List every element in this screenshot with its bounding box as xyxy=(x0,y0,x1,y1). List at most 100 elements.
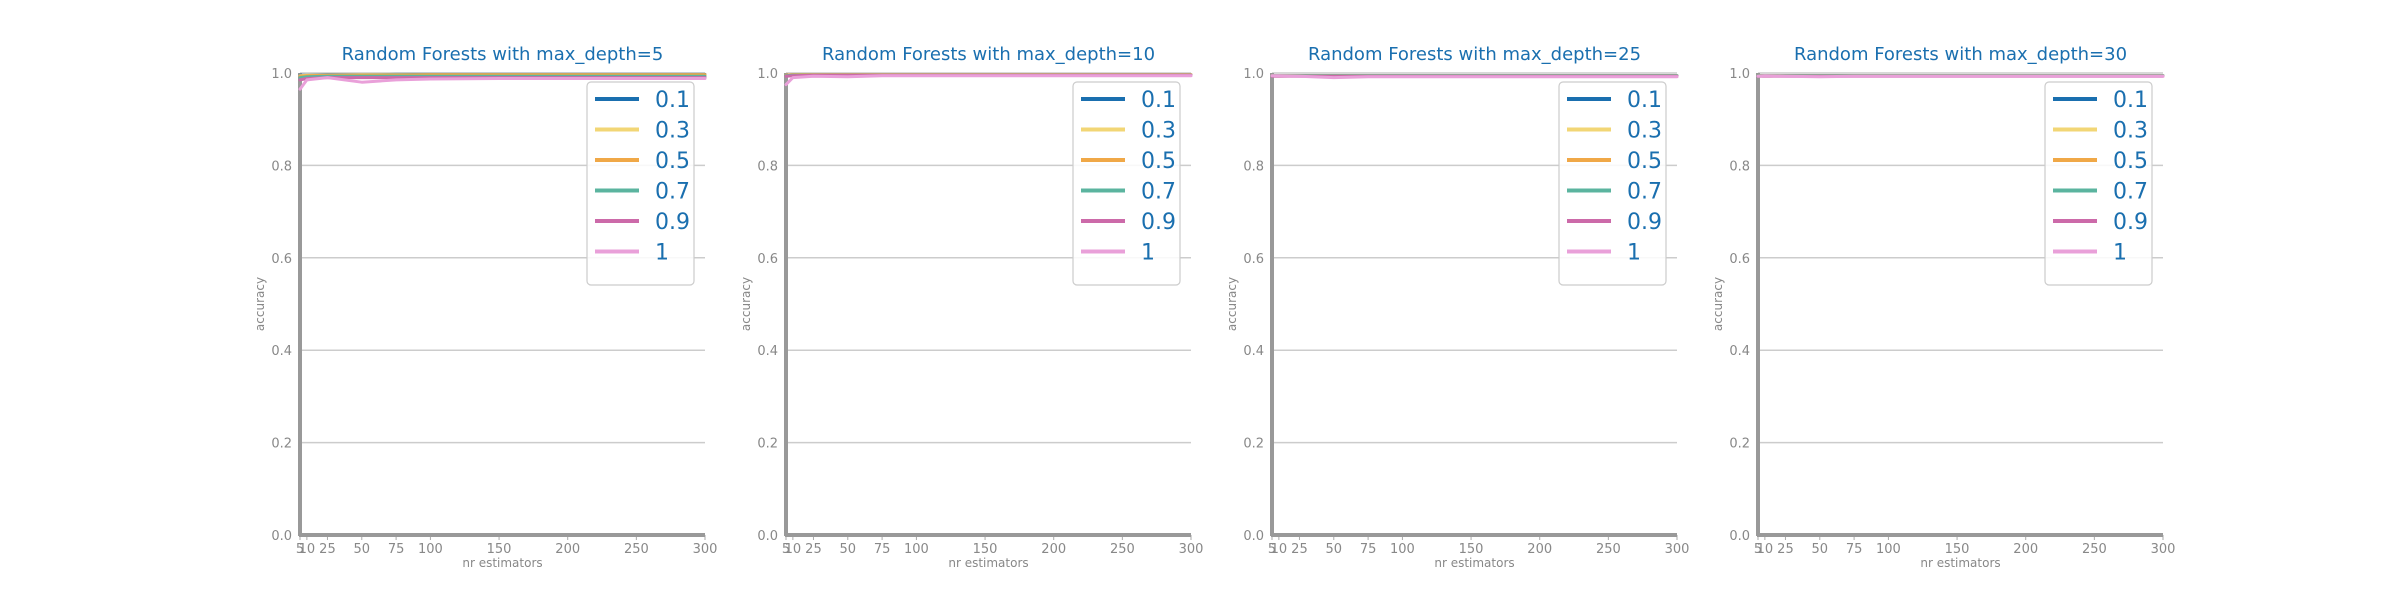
y-tick-label: 0.4 xyxy=(1729,344,1750,359)
y-tick-label: 0.8 xyxy=(757,159,778,174)
legend-label: 0.7 xyxy=(2113,180,2148,205)
x-tick-label: 300 xyxy=(693,542,718,557)
chart-panel-4: Random Forests with max_depth=30 0.0 0.2 0.… xyxy=(1711,44,2175,570)
y-tick-label: 0.6 xyxy=(757,252,778,267)
x-tick-label: 250 xyxy=(1110,542,1135,557)
x-tick-label: 10 xyxy=(299,542,316,557)
legend-label: 0.7 xyxy=(1141,180,1176,205)
x-tick-label: 150 xyxy=(1945,542,1970,557)
chart-panel-2: Random Forests with max_depth=10 0.0 0.2 0.… xyxy=(739,44,1203,570)
y-tick-label: 0.8 xyxy=(271,159,292,174)
legend-box xyxy=(1072,81,1181,286)
y-tick-label: 0.4 xyxy=(757,344,778,359)
x-tick-label: 300 xyxy=(1665,542,1690,557)
x-tick-label: 200 xyxy=(1527,542,1552,557)
legend-label: 1 xyxy=(655,241,669,266)
y-tick-label: 1.0 xyxy=(271,67,292,82)
legend-box xyxy=(1558,81,1667,286)
legend-label: 0.3 xyxy=(1627,119,1662,144)
x-tick-label: 300 xyxy=(2151,542,2176,557)
x-tick-label: 75 xyxy=(1846,542,1863,557)
y-tick-label: 1.0 xyxy=(1243,67,1264,82)
x-tick-label: 250 xyxy=(624,542,649,557)
chart-title: Random Forests with max_depth=5 xyxy=(342,44,664,65)
x-tick-label: 150 xyxy=(973,542,998,557)
x-tick-label: 75 xyxy=(874,542,891,557)
chart-title: Random Forests with max_depth=25 xyxy=(1308,44,1641,65)
x-tick-label: 10 xyxy=(1271,542,1288,557)
x-tick-label: 200 xyxy=(555,542,580,557)
y-axis-label: accuracy xyxy=(1225,277,1239,331)
y-tick-label: 1.0 xyxy=(1729,67,1750,82)
chart-panel-3: Random Forests with max_depth=25 0.0 0.2 0.… xyxy=(1225,44,1689,570)
chart-title: Random Forests with max_depth=10 xyxy=(822,44,1155,65)
x-tick-label: 100 xyxy=(1390,542,1415,557)
chart-panel-1: Random Forests with max_depth=5 0.0 0.2 0.4… xyxy=(253,44,717,570)
y-tick-label: 0.6 xyxy=(1729,252,1750,267)
x-tick-label: 50 xyxy=(1326,542,1343,557)
series-line-1 xyxy=(1756,74,2165,79)
x-tick-label: 5 xyxy=(1754,542,1762,557)
legend-box xyxy=(586,81,695,286)
legend-label: 0.3 xyxy=(2113,119,2148,144)
series-line-1 xyxy=(298,76,707,91)
y-tick-label: 0.6 xyxy=(1243,252,1264,267)
y-axis-label: accuracy xyxy=(1711,277,1725,331)
legend-label: 0.9 xyxy=(1627,210,1662,235)
legend-label: 0.5 xyxy=(2113,149,2148,174)
legend-label: 0.9 xyxy=(2113,210,2148,235)
legend-label: 0.1 xyxy=(1141,88,1176,113)
x-tick-label: 150 xyxy=(487,542,512,557)
x-tick-label: 10 xyxy=(785,542,802,557)
x-tick-label: 200 xyxy=(2013,542,2038,557)
legend-label: 0.7 xyxy=(1627,180,1662,205)
x-tick-label: 75 xyxy=(1360,542,1377,557)
y-axis-label: accuracy xyxy=(253,277,267,331)
x-axis-label: nr estimators xyxy=(462,556,542,570)
y-tick-label: 0.8 xyxy=(1729,159,1750,174)
y-tick-label: 0.2 xyxy=(271,437,292,452)
series-line-1 xyxy=(1270,74,1679,80)
x-axis-label: nr estimators xyxy=(1920,556,2000,570)
legend-label: 0.5 xyxy=(1141,149,1176,174)
x-tick-label: 250 xyxy=(2082,542,2107,557)
legend-box xyxy=(2044,81,2153,286)
x-tick-label: 5 xyxy=(1268,542,1276,557)
x-tick-label: 100 xyxy=(418,542,443,557)
legend-label: 1 xyxy=(1141,241,1155,266)
x-tick-label: 25 xyxy=(1291,542,1308,557)
y-tick-label: 0.4 xyxy=(271,344,292,359)
legend-label: 0.5 xyxy=(1627,149,1662,174)
legend-label: 0.7 xyxy=(655,180,690,205)
y-tick-label: 0.6 xyxy=(271,252,292,267)
y-tick-label: 0.2 xyxy=(1729,437,1750,452)
y-tick-label: 0.2 xyxy=(757,437,778,452)
x-tick-label: 50 xyxy=(840,542,857,557)
x-tick-label: 100 xyxy=(904,542,929,557)
legend-label: 0.3 xyxy=(1141,119,1176,144)
legend-label: 0.1 xyxy=(2113,88,2148,113)
y-tick-label: 1.0 xyxy=(757,67,778,82)
series-line-1 xyxy=(784,74,1193,87)
legend-label: 0.1 xyxy=(655,88,690,113)
legend-label: 0.9 xyxy=(655,210,690,235)
y-tick-label: 0.2 xyxy=(1243,437,1264,452)
x-tick-label: 50 xyxy=(354,542,371,557)
legend-label: 0.3 xyxy=(655,119,690,144)
x-axis-label: nr estimators xyxy=(1434,556,1514,570)
x-tick-label: 25 xyxy=(805,542,822,557)
y-tick-label: 0.0 xyxy=(1729,529,1750,544)
legend-label: 0.1 xyxy=(1627,88,1662,113)
x-tick-label: 75 xyxy=(388,542,405,557)
x-tick-label: 300 xyxy=(1179,542,1204,557)
x-tick-label: 25 xyxy=(1777,542,1794,557)
y-tick-label: 0.4 xyxy=(1243,344,1264,359)
x-axis-label: nr estimators xyxy=(948,556,1028,570)
x-tick-label: 5 xyxy=(296,542,304,557)
x-tick-label: 50 xyxy=(1812,542,1829,557)
legend-label: 1 xyxy=(2113,241,2127,266)
y-tick-label: 0.0 xyxy=(757,529,778,544)
legend-label: 0.5 xyxy=(655,149,690,174)
y-tick-label: 0.8 xyxy=(1243,159,1264,174)
